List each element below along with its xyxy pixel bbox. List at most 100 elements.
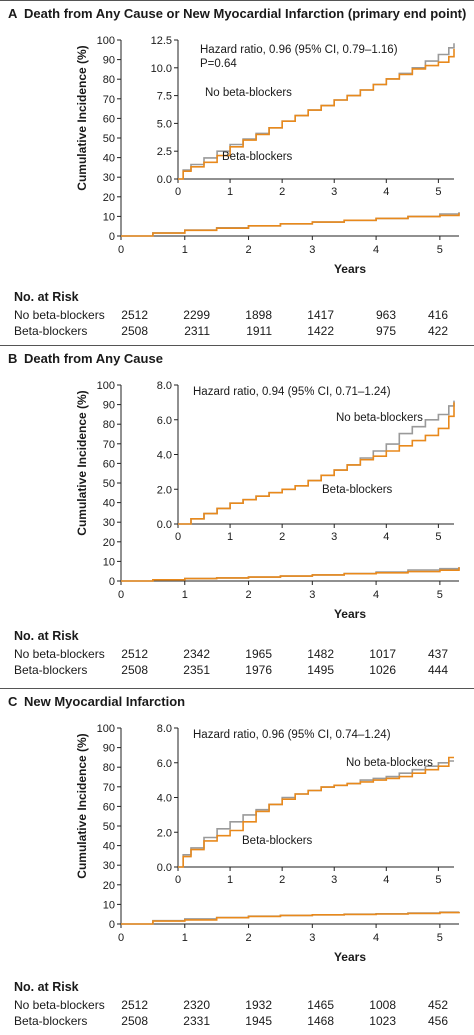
panel-a-top-border xyxy=(0,0,474,1)
panel-b-title: B Death from Any Cause xyxy=(8,351,163,366)
panel-c: C New Myocardial Infarction 0 10 20 30 40 50 60… xyxy=(0,688,474,1035)
inset-x-tick-label: 4 xyxy=(383,531,389,543)
y-tick-label: 40 xyxy=(103,153,115,165)
risk-cell: 1482 xyxy=(307,647,334,661)
panel-b-top-border xyxy=(0,345,474,346)
panel-a: A Death from Any Cause or New Myocardial … xyxy=(0,0,474,344)
inset-y-tick-label: 6.0 xyxy=(157,415,172,427)
panel-b-risk-label-no-beta: No beta-blockers xyxy=(14,647,105,661)
inset-x-tick-label: 0 xyxy=(175,874,181,886)
inset-series-beta-blockers-line xyxy=(178,756,454,868)
panel-c-title-text: New Myocardial Infarction xyxy=(24,694,186,709)
inset-y-tick-label: 8.0 xyxy=(157,723,172,735)
risk-cell: 963 xyxy=(375,308,396,322)
y-tick-label: 80 xyxy=(103,762,115,774)
y-tick-label: 60 xyxy=(103,458,115,470)
inset-y-tick-label: 5.0 xyxy=(157,118,172,130)
x-tick-label: 3 xyxy=(309,932,315,944)
inset-x-tick-label: 5 xyxy=(435,874,441,886)
y-tick-label: 50 xyxy=(103,478,115,490)
inset-x-tick-label: 3 xyxy=(331,186,337,198)
panel-c-risk-row-beta: Beta-blockers 2508 2331 1945 1468 1023 4… xyxy=(14,1014,448,1030)
risk-cell: 2508 xyxy=(121,1014,148,1028)
y-tick-label: 30 xyxy=(103,172,115,184)
inset-background xyxy=(138,375,462,542)
risk-cell: 437 xyxy=(427,647,448,661)
x-tick-label: 3 xyxy=(309,589,315,601)
x-tick-label: 1 xyxy=(182,932,188,944)
x-tick-label: 2 xyxy=(245,932,251,944)
y-tick-label: 20 xyxy=(103,537,115,549)
y-tick-label: 40 xyxy=(103,498,115,510)
panel-c-risk-label-beta: Beta-blockers xyxy=(14,1014,88,1028)
inset-x-tick-label: 2 xyxy=(279,186,285,198)
inset-x-tick-label: 1 xyxy=(227,531,233,543)
panel-a-letter: A xyxy=(8,6,18,21)
risk-cell: 444 xyxy=(427,663,448,677)
x-tick-label: 2 xyxy=(245,244,251,256)
y-tick-label: 20 xyxy=(103,880,115,892)
panel-c-title: C New Myocardial Infarction xyxy=(8,694,185,709)
x-tick-label: 1 xyxy=(182,589,188,601)
y-tick-label: 80 xyxy=(103,419,115,431)
risk-cell: 1976 xyxy=(245,663,272,677)
inset-background xyxy=(138,30,462,197)
risk-cell: 1945 xyxy=(245,1014,272,1028)
risk-cell: 1465 xyxy=(307,998,334,1012)
y-axis-label: Cumulative Incidence (%) xyxy=(75,45,89,190)
x-tick-label: 0 xyxy=(118,589,124,601)
y-tick-label: 90 xyxy=(103,55,115,67)
panel-a-risk-title: No. at Risk xyxy=(14,290,79,304)
inset-x-tick-label: 0 xyxy=(175,186,181,198)
risk-cell: 1023 xyxy=(369,1014,396,1028)
y-tick-label: 60 xyxy=(103,113,115,125)
x-tick-label: 4 xyxy=(373,589,379,601)
inset-y-tick-label: 8.0 xyxy=(157,380,172,392)
panel-b: B Death from Any Cause 0 10 20 30 40 50 60 70 80 9… xyxy=(0,345,474,687)
panel-b-risk-title: No. at Risk xyxy=(14,629,79,643)
series-label-beta-blockers: Beta-blockers xyxy=(222,151,293,163)
y-tick-label: 70 xyxy=(103,782,115,794)
risk-cell: 2331 xyxy=(183,1014,210,1028)
y-tick-label: 40 xyxy=(103,841,115,853)
x-tick-label: 2 xyxy=(245,589,251,601)
x-axis-label: Years xyxy=(334,607,366,621)
panel-a-title: A Death from Any Cause or New Myocardial … xyxy=(8,6,466,21)
inset-x-tick-label: 2 xyxy=(279,531,285,543)
risk-cell: 456 xyxy=(427,1014,448,1028)
y-tick-label: 30 xyxy=(103,517,115,529)
hazard-ratio-annotation: Hazard ratio, 0.96 (95% CI, 0.74–1.24) xyxy=(193,729,391,741)
y-tick-label: 80 xyxy=(103,74,115,86)
panel-a-risk-label-no-beta: No beta-blockers xyxy=(14,308,105,322)
inset-x-tick-label: 1 xyxy=(227,186,233,198)
inset-x-tick-label: 3 xyxy=(331,874,337,886)
inset-background xyxy=(138,718,462,885)
series-label-beta-blockers: Beta-blockers xyxy=(322,484,393,496)
panel-b-risk-label-beta: Beta-blockers xyxy=(14,663,88,677)
y-tick-label: 50 xyxy=(103,133,115,145)
inset-x-tick-label: 3 xyxy=(331,531,337,543)
panel-c-risk-label-no-beta: No beta-blockers xyxy=(14,998,105,1012)
inset-y-tick-label: 12.5 xyxy=(151,35,172,47)
x-tick-label: 0 xyxy=(118,932,124,944)
panel-c-top-border xyxy=(0,688,474,689)
y-axis-label: Cumulative Incidence (%) xyxy=(75,733,89,878)
risk-cell: 2299 xyxy=(183,308,210,322)
inset-series-beta-blockers-line xyxy=(178,402,455,525)
y-tick-label: 100 xyxy=(97,723,115,735)
panel-b-risk-row-no-beta: No beta-blockers 2512 2342 1965 1482 101… xyxy=(14,647,448,663)
risk-cell: 1932 xyxy=(245,998,272,1012)
inset-y-tick-label: 0.0 xyxy=(157,519,172,531)
x-tick-label: 5 xyxy=(437,589,443,601)
y-tick-label: 30 xyxy=(103,860,115,872)
risk-cell: 1898 xyxy=(245,308,272,322)
hazard-ratio-annotation: Hazard ratio, 0.96 (95% CI, 0.79–1.16) xyxy=(200,44,398,56)
inset-x-tick-label: 1 xyxy=(227,874,233,886)
risk-cell: 2512 xyxy=(121,647,148,661)
risk-cell: 2351 xyxy=(183,663,210,677)
inset-x-tick-label: 5 xyxy=(435,531,441,543)
y-tick-label: 0 xyxy=(109,576,115,588)
panel-c-risk-table: No. at Risk No beta-blockers 2512 2320 1… xyxy=(14,980,448,1030)
series-label-no-beta-blockers: No beta-blockers xyxy=(205,87,292,99)
